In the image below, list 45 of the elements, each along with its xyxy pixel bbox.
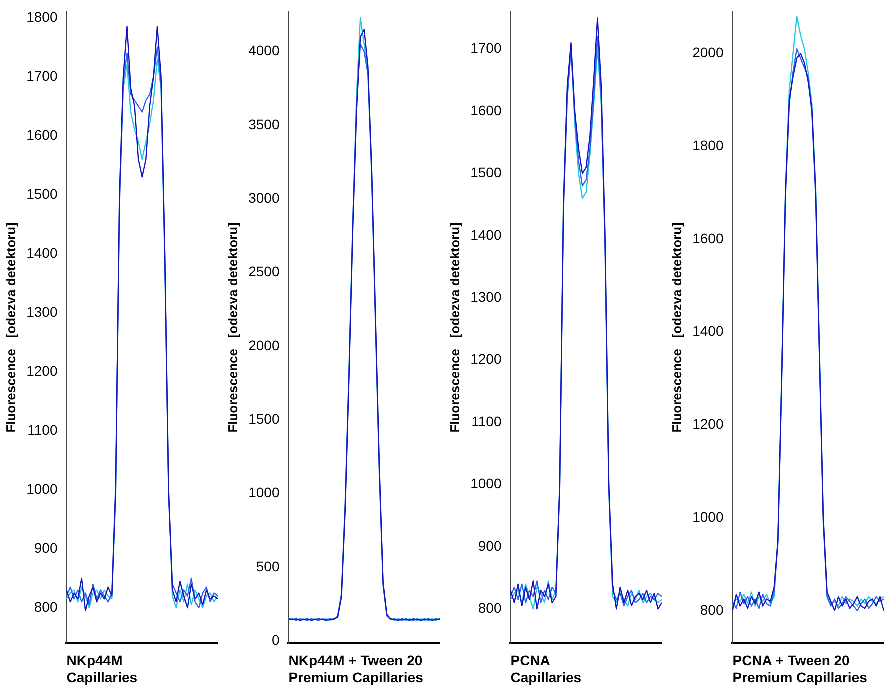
y-tick-label: 1400 <box>470 226 502 243</box>
y-tick-label: 800 <box>700 602 724 618</box>
y-tick-label: 1100 <box>472 413 502 430</box>
y-tick-label: 1600 <box>692 230 724 246</box>
y-tick-label: 1500 <box>26 186 58 202</box>
y-tick-label: 0 <box>272 632 280 648</box>
y-axis-title: Fluorescence [odezva detektoru] <box>447 222 462 433</box>
y-tick-label: 1200 <box>26 362 58 379</box>
y-tick-label: 500 <box>256 558 280 574</box>
y-tick-label: 3500 <box>248 116 280 132</box>
y-tick-label: 1200 <box>692 416 724 432</box>
y-tick-label: 1800 <box>692 137 724 154</box>
y-tick-label: 1600 <box>470 102 502 118</box>
y-tick-label: 800 <box>478 600 502 616</box>
y-tick-label: 1400 <box>692 323 724 340</box>
y-tick-label: 1700 <box>470 40 502 56</box>
y-axis-title: Fluorescence [odezva detektoru] <box>669 222 684 433</box>
y-tick-label: 2500 <box>248 264 280 280</box>
y-axis-title: Fluorescence [odezva detektoru] <box>3 222 18 433</box>
y-tick-label: 1400 <box>26 244 58 261</box>
x-axis-title: PCNA Capillaries <box>510 652 582 686</box>
x-axis-title: NKp44M Capillaries <box>66 652 138 686</box>
y-tick-label: 1100 <box>28 422 58 438</box>
y-tick-label: 2000 <box>248 337 280 354</box>
y-tick-label: 1600 <box>26 126 58 143</box>
y-tick-label: 1300 <box>470 289 502 306</box>
y-tick-label: 3000 <box>248 190 280 206</box>
x-axis-title: PCNA + Tween 20 Premium Capillaries <box>732 652 868 686</box>
y-tick-label: 1300 <box>26 304 58 320</box>
y-tick-label: 1800 <box>26 8 58 25</box>
y-tick-label: 1000 <box>26 480 58 497</box>
y-tick-label: 4000 <box>248 42 280 59</box>
y-tick-label: 1700 <box>26 68 58 84</box>
y-tick-label: 900 <box>478 538 502 554</box>
y-tick-label: 1200 <box>470 351 502 368</box>
y-tick-label: 1000 <box>692 508 724 525</box>
y-tick-label: 2000 <box>692 44 724 61</box>
y-tick-label: 800 <box>34 598 58 615</box>
y-tick-label: 900 <box>34 540 58 556</box>
y-tick-label: 1500 <box>248 411 280 428</box>
y-tick-label: 1500 <box>470 164 502 181</box>
y-tick-label: 1000 <box>470 476 502 492</box>
y-tick-label: 1000 <box>248 484 280 501</box>
y-axis-title: Fluorescence [odezva detektoru] <box>225 222 240 433</box>
x-axis-title: NKp44M + Tween 20 Premium Capillaries <box>288 652 424 686</box>
